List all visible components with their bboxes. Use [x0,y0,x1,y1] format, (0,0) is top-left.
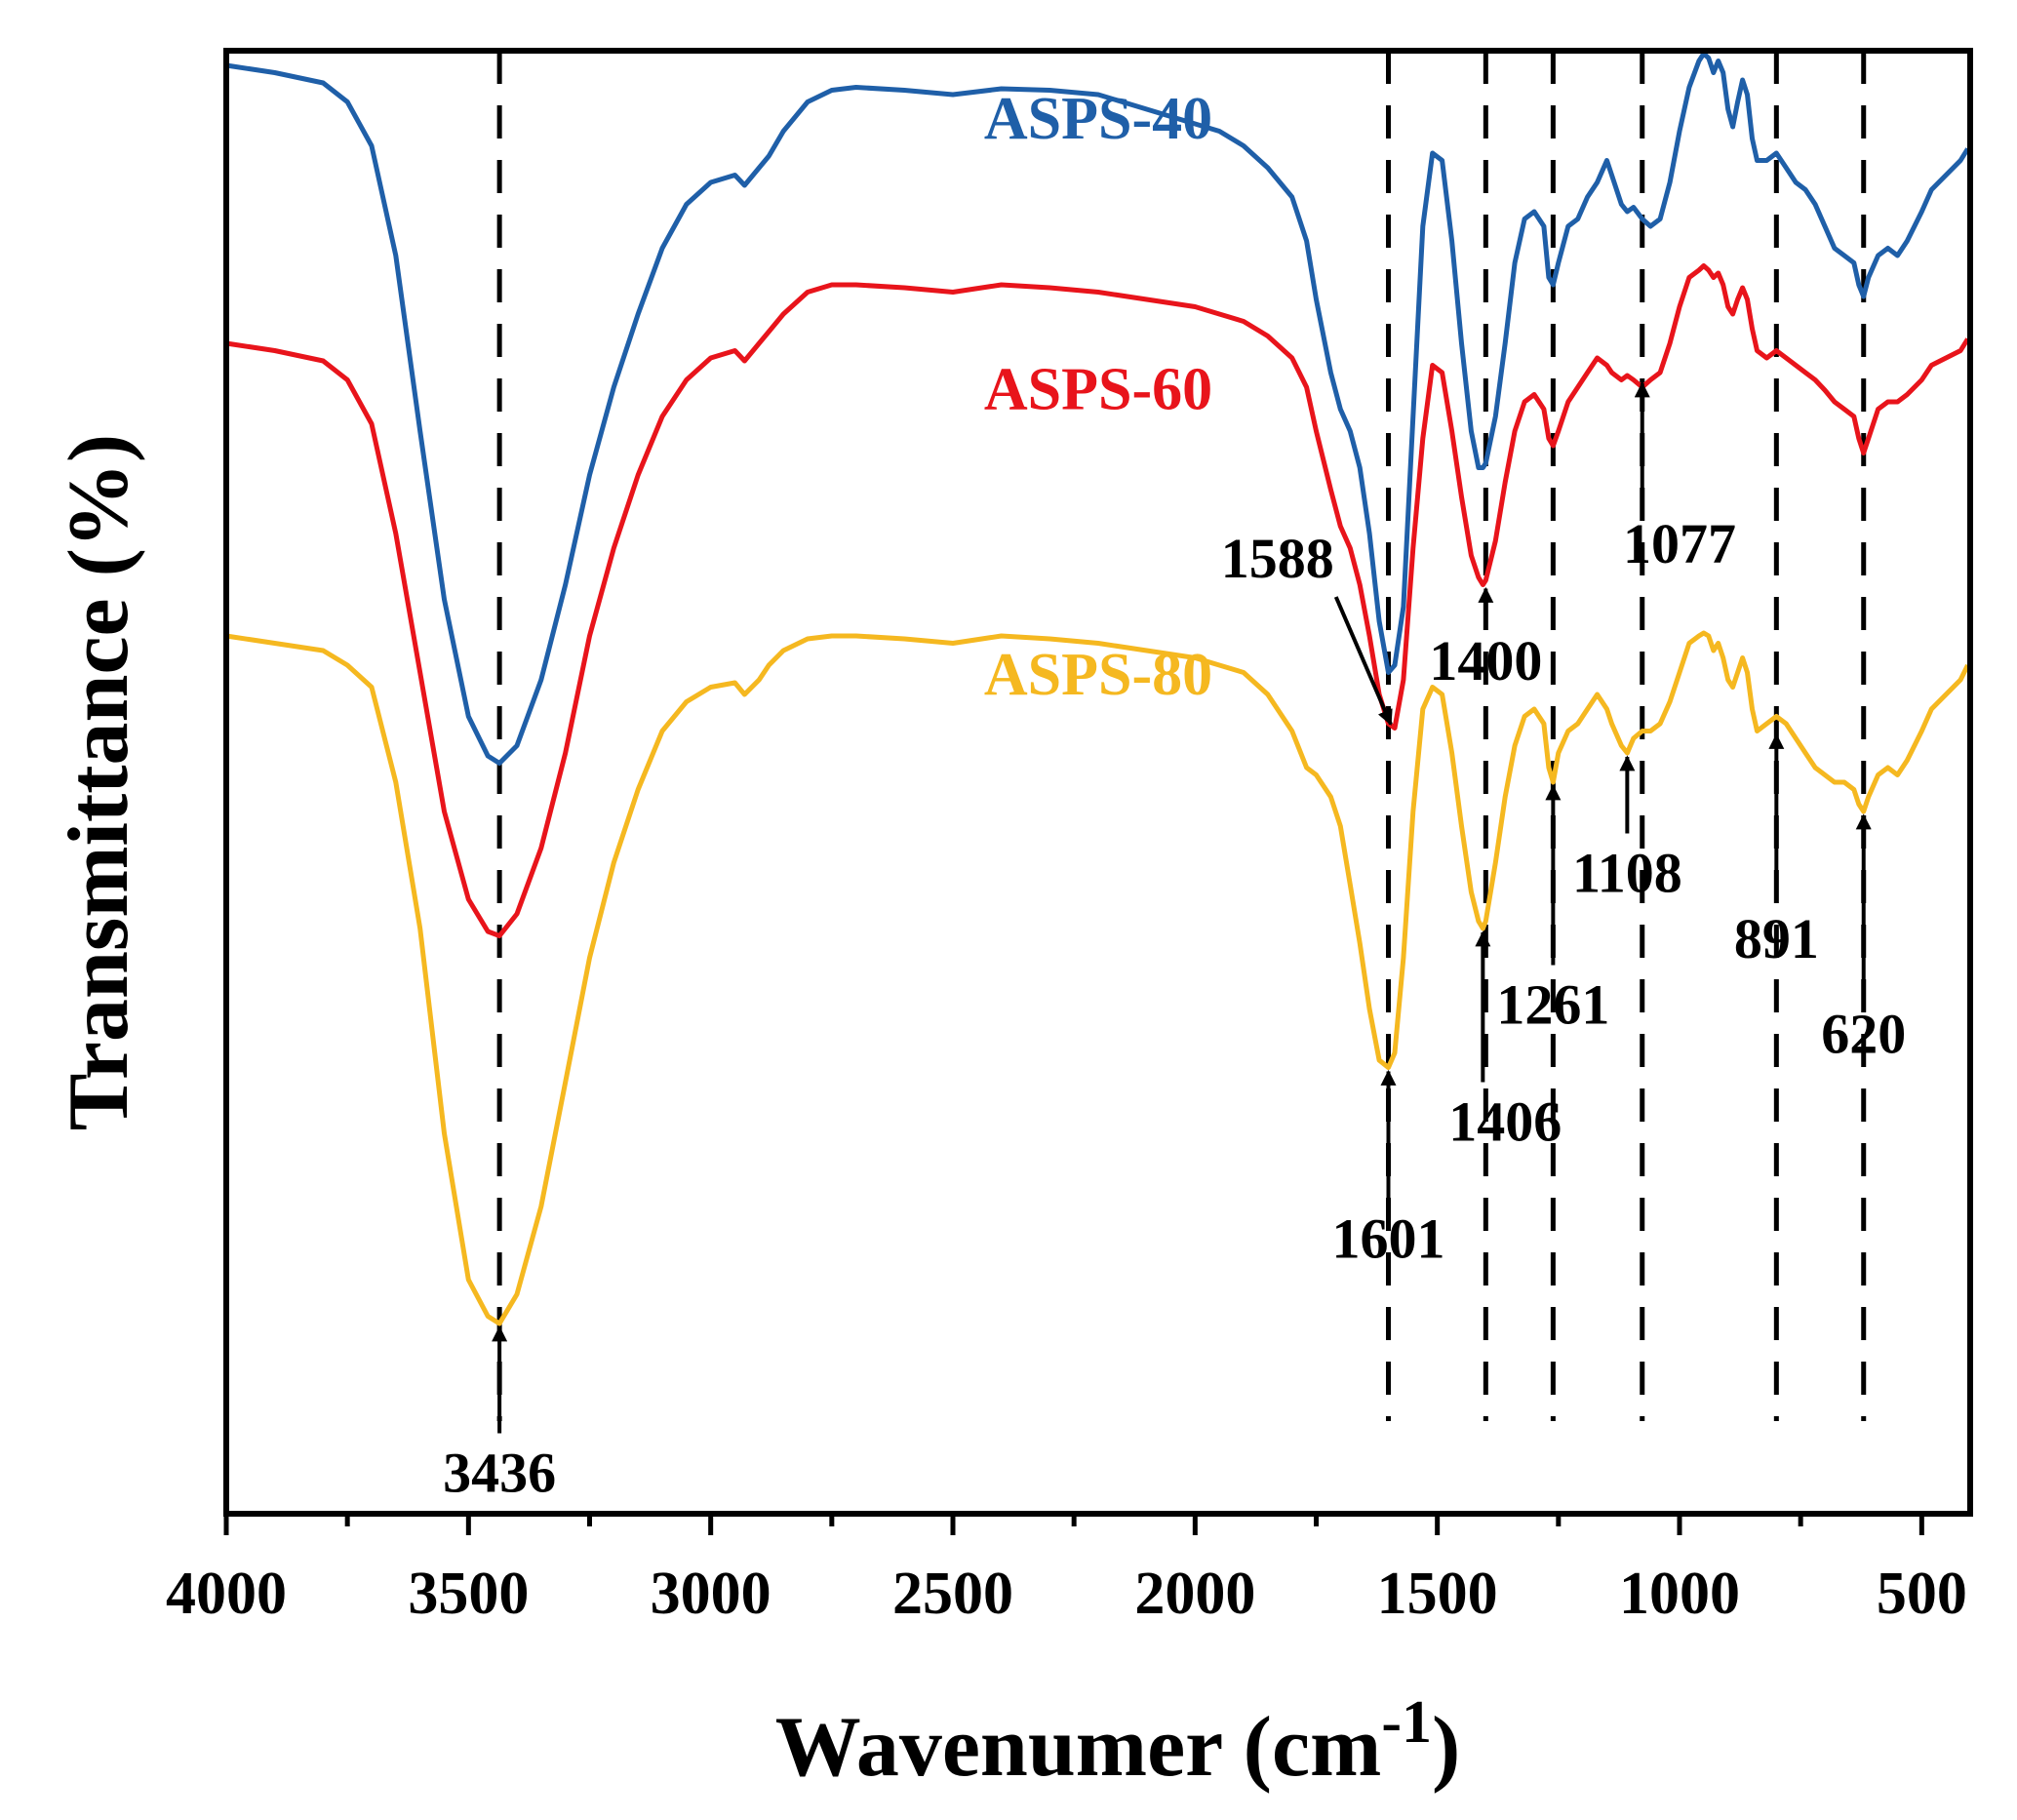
x-tick-label-1500: 1500 [1377,1561,1498,1627]
annotation-label-1261: 1261 [1496,973,1609,1037]
x-tick-label-500: 500 [1877,1561,1967,1627]
x-tick-label-2000: 2000 [1134,1561,1255,1627]
series-line-asps-40 [225,51,1970,766]
annotation-arrow-1588 [1333,596,1393,726]
series-label-layer: ASPS-40 ASPS-60 ASPS-80 [984,86,1212,708]
x-tick-label-3000: 3000 [651,1561,771,1627]
x-tick-label-1000: 1000 [1619,1561,1740,1627]
series-label-asps-60: ASPS-60 [984,357,1212,423]
x-axis-title-superscript: -1 [1381,1689,1432,1756]
annotation-label-1588: 1588 [1221,527,1334,590]
annotation-label-1400: 1400 [1429,629,1542,692]
x-tick-label-2500: 2500 [892,1561,1013,1627]
y-axis-title: Transmittance (%) [52,434,146,1130]
x-axis-title: Wavenumer (cm-1) [775,1689,1461,1795]
reference-lines [496,51,1867,1421]
annotation-label-620: 620 [1821,1003,1906,1066]
annotation-label-1406: 1406 [1448,1090,1562,1154]
x-axis: 4000 3500 3000 2500 2000 1500 1000 500 [166,1514,1967,1627]
annotation-label-1601: 1601 [1332,1207,1445,1271]
series-label-asps-80: ASPS-80 [984,642,1212,708]
x-tick-label-4000: 4000 [166,1561,287,1627]
x-axis-title-main: Wavenumer (cm [775,1700,1382,1795]
series-line-asps-80 [225,630,1970,1326]
annotation-label-3436: 3436 [443,1442,556,1505]
x-tick-label-3500: 3500 [408,1561,529,1627]
series-line-asps-60 [225,263,1970,938]
plot-frame [223,48,1973,1517]
annotation-label-891: 891 [1734,907,1819,970]
series-layer [225,51,1970,1326]
annotation-label-1108: 1108 [1572,842,1682,905]
x-axis-title-close: ) [1432,1700,1460,1795]
annotation-label-1077: 1077 [1623,512,1736,575]
series-label-asps-40: ASPS-40 [984,86,1212,152]
